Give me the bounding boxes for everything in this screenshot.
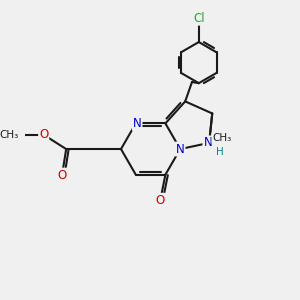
Text: Cl: Cl [193,12,205,25]
Text: H: H [216,148,224,158]
Text: N: N [203,136,212,149]
Text: N: N [133,117,142,130]
Text: N: N [176,142,184,156]
Text: CH₃: CH₃ [212,133,232,143]
Text: O: O [156,194,165,207]
Text: CH₃: CH₃ [0,130,19,140]
Text: O: O [57,169,67,182]
Text: O: O [39,128,48,141]
